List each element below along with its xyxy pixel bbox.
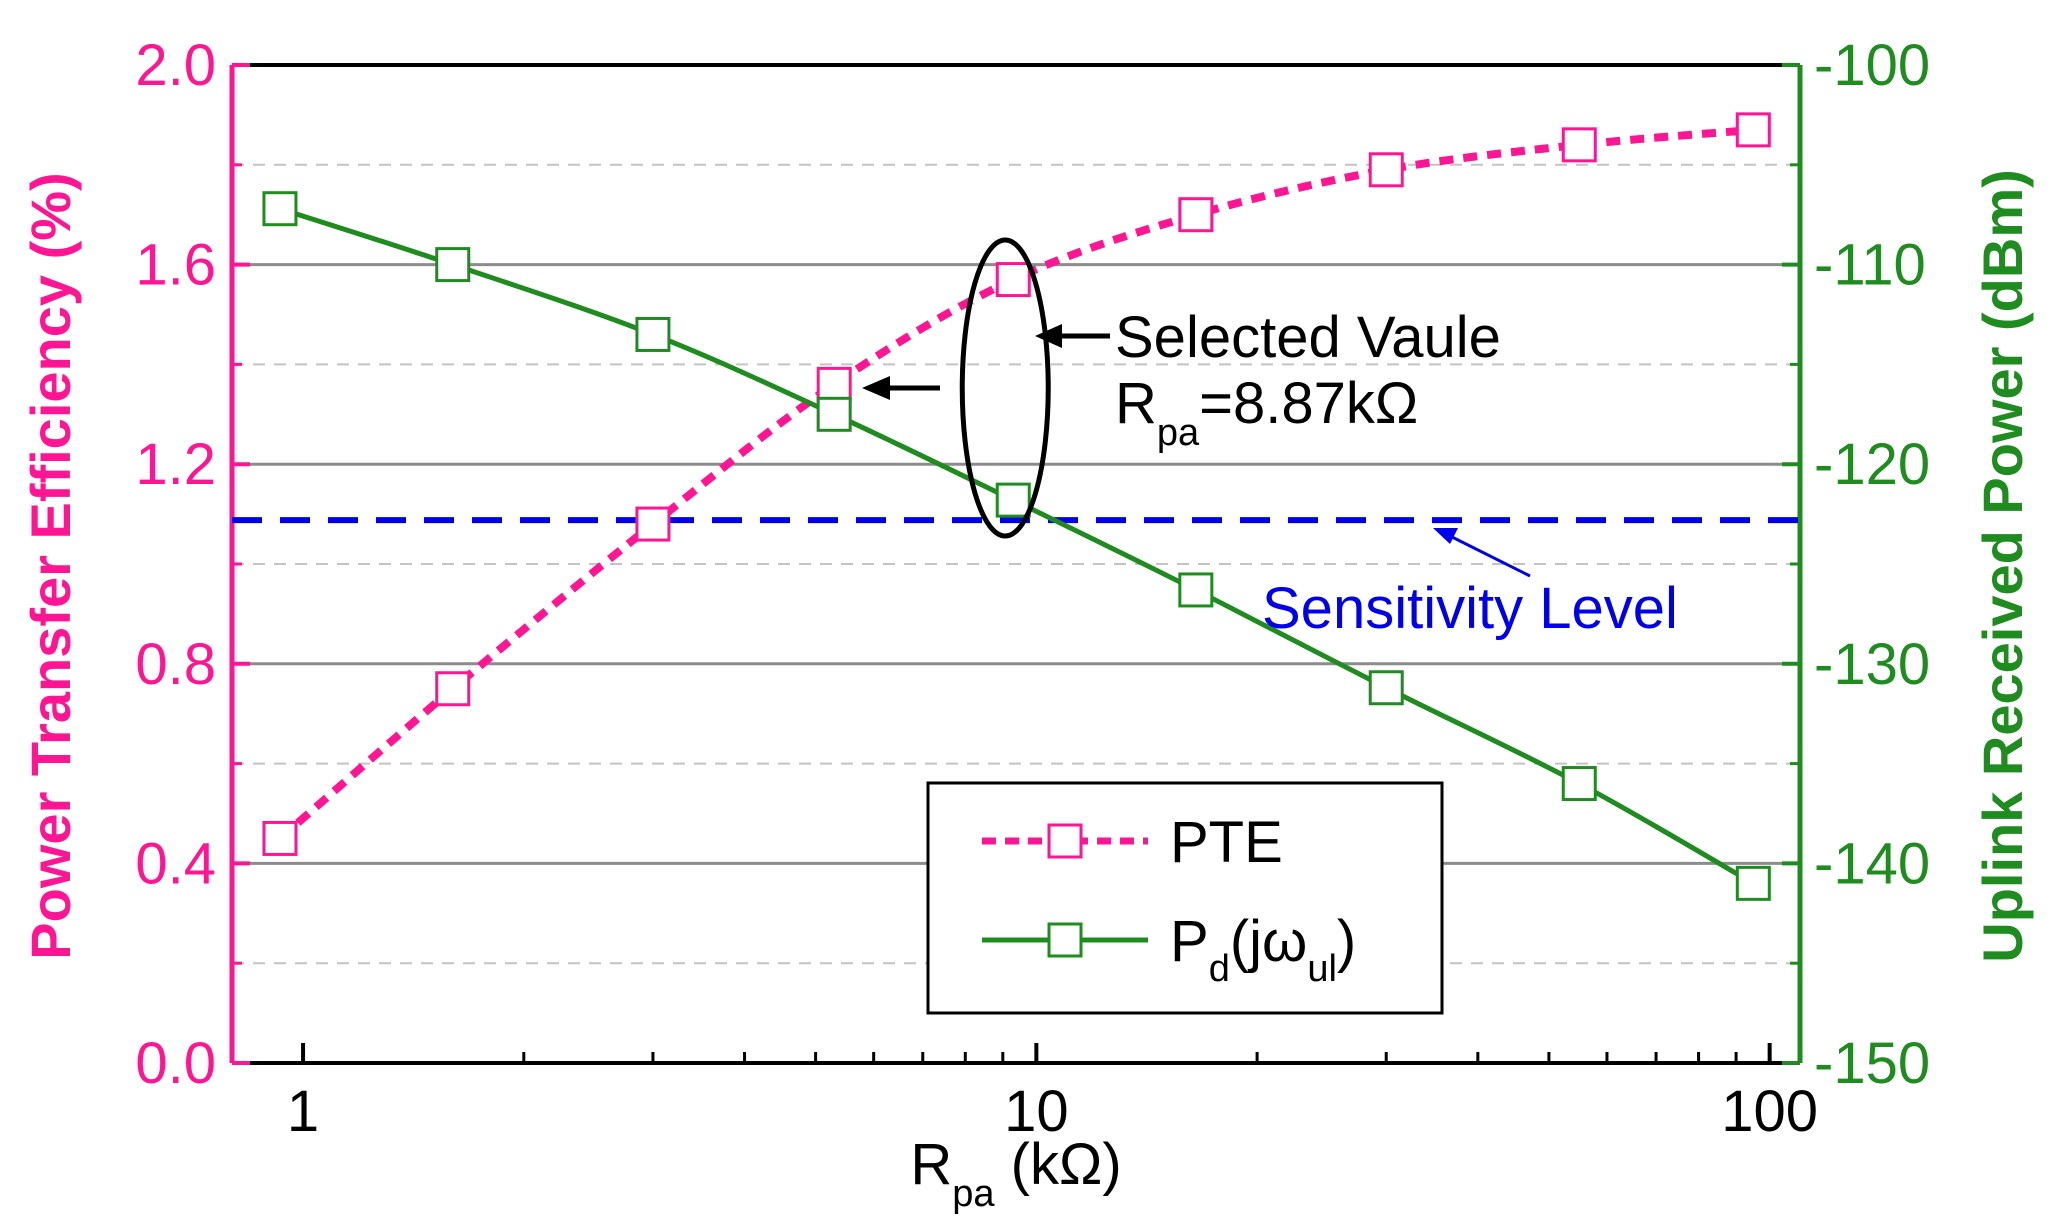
data-point-pte: [995, 262, 1031, 298]
selected-value-ellipse: [959, 237, 1051, 539]
legend-pd-mid: (jω: [1230, 909, 1307, 974]
data-point-pd: [635, 316, 671, 352]
left-y-tick-label: 0.4: [135, 831, 216, 896]
pte-axis-arrowhead: [862, 376, 890, 400]
data-point-pte: [435, 671, 471, 707]
axis-ticks: 0.0 0.4 0.8 1.2 1.6 2.0 -150 -140 -130 -120 -110 -1…: [135, 33, 1930, 1144]
legend-pd-main: P: [1170, 909, 1209, 974]
left-y-tick-label: 0.0: [135, 1031, 216, 1096]
x-title-sub: pa: [952, 1173, 995, 1215]
sensitivity-level-label: Sensitivity Level: [1262, 576, 1678, 641]
legend-pd-end: ): [1337, 909, 1356, 974]
right-y-tick-label: -140: [1814, 831, 1930, 896]
sensitivity-annotation: Sensitivity Level: [1262, 528, 1678, 641]
left-y-tick-label: 2.0: [135, 33, 216, 98]
x-title-r: R: [910, 1132, 952, 1197]
data-point-pd: [435, 247, 471, 283]
data-point-pd: [1178, 572, 1214, 608]
data-point-pd: [816, 396, 852, 432]
data-point-pd: [1735, 865, 1771, 901]
x-title-rest: (kΩ): [995, 1132, 1122, 1197]
data-point-pte: [1735, 112, 1771, 148]
data-point-pte: [816, 366, 852, 402]
legend-entry-pd: Pd(jωul): [982, 909, 1356, 990]
data-point-pte: [1178, 197, 1214, 233]
legend-pd-sub2: ul: [1307, 948, 1337, 990]
x-axis-title: Rpa (kΩ): [910, 1132, 1121, 1215]
legend-label-pd: Pd(jωul): [1170, 909, 1356, 990]
data-point-pte: [1561, 127, 1597, 163]
data-point-pd: [995, 482, 1031, 518]
selected-value-sub: pa: [1157, 412, 1200, 454]
selected-value-annotation: Selected Vaule Rpa=8.87kΩ: [862, 237, 1501, 539]
right-y-tick-label: -110: [1814, 233, 1926, 298]
selected-value-rest: =8.87kΩ: [1199, 371, 1418, 436]
data-point-pte: [262, 820, 298, 856]
right-y-tick-label: -100: [1814, 33, 1930, 98]
left-y-tick-label: 1.6: [135, 233, 216, 298]
x-tick-label: 1: [287, 1079, 319, 1144]
selected-value-r: R: [1115, 371, 1157, 436]
right-y-tick-label: -120: [1814, 432, 1930, 497]
legend-pd-sub: d: [1209, 948, 1230, 990]
grid-lines: [232, 163, 1800, 965]
sensitivity-arrowhead: [1433, 528, 1458, 544]
right-y-tick-label: -150: [1814, 1031, 1930, 1096]
selected-value-text: Rpa=8.87kΩ: [1115, 371, 1418, 454]
data-point-pd: [1368, 670, 1404, 706]
annotation-arrowhead: [1035, 324, 1062, 348]
selected-value-title: Selected Vaule: [1115, 305, 1501, 370]
legend: PTE Pd(jωul): [926, 781, 1444, 1015]
legend-entry-pte: PTE: [982, 810, 1283, 875]
right-y-axis-title: Uplink Received Power (dBm): [1971, 169, 2034, 963]
data-point-pte: [1368, 152, 1404, 188]
legend-marker-pte: [1047, 823, 1083, 859]
legend-box: [926, 781, 1444, 1015]
left-y-tick-label: 1.2: [135, 432, 216, 497]
legend-marker-pd: [1047, 922, 1083, 958]
x-tick-label: 100: [1721, 1079, 1818, 1144]
right-y-tick-label: -130: [1814, 632, 1930, 697]
data-point-pd: [262, 191, 298, 227]
left-y-tick-label: 0.8: [135, 632, 216, 697]
left-y-axis-title: Power Transfer Efficiency (%): [19, 172, 82, 959]
data-point-pte: [635, 506, 671, 542]
legend-label-pte: PTE: [1170, 810, 1283, 875]
sensitivity-arrow-shaft: [1447, 533, 1531, 578]
x-tick-label: 10: [1004, 1079, 1069, 1144]
series-layer: [262, 112, 1771, 901]
data-point-pd: [1561, 766, 1597, 802]
